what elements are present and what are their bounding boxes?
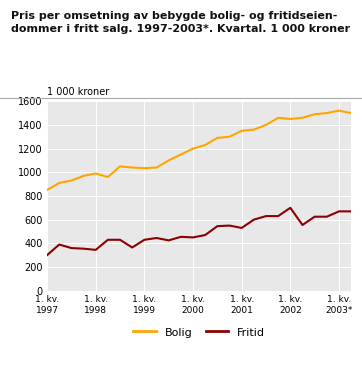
Fritid [203,233,207,237]
Fritid [142,238,147,242]
Fritid [191,235,195,240]
Bolig [312,112,317,116]
Bolig [81,174,86,178]
Fritid [106,238,110,242]
Bolig [45,188,49,192]
Bolig [300,116,305,120]
Fritid [325,215,329,219]
Fritid [240,226,244,230]
Fritid [81,247,86,251]
Fritid [69,246,73,250]
Bolig [325,111,329,115]
Fritid [93,248,98,252]
Fritid [288,206,292,210]
Fritid [215,224,219,229]
Bolig [276,116,280,120]
Fritid [312,215,317,219]
Line: Fritid: Fritid [47,208,351,255]
Bolig [106,175,110,179]
Bolig [93,171,98,176]
Bolig [240,128,244,133]
Bolig [69,178,73,183]
Bolig [227,135,232,139]
Fritid [300,223,305,227]
Bolig [349,111,353,115]
Bolig [142,166,147,170]
Fritid [179,235,183,239]
Bolig [167,158,171,163]
Fritid [118,238,122,242]
Line: Bolig: Bolig [47,111,351,190]
Fritid [154,236,159,240]
Fritid [57,242,62,247]
Bolig [191,146,195,151]
Fritid [130,245,134,250]
Legend: Bolig, Fritid: Bolig, Fritid [129,322,269,342]
Bolig [118,164,122,169]
Fritid [227,223,232,228]
Fritid [252,217,256,222]
Fritid [349,209,353,213]
Fritid [264,214,268,218]
Bolig [252,127,256,132]
Bolig [288,117,292,121]
Bolig [215,136,219,140]
Bolig [337,109,341,113]
Fritid [276,214,280,218]
Fritid [45,253,49,257]
Bolig [203,143,207,147]
Bolig [154,165,159,170]
Text: Pris per omsetning av bebygde bolig- og fritidseien-
dommer i fritt salg. 1997-2: Pris per omsetning av bebygde bolig- og … [11,11,350,34]
Bolig [179,152,183,157]
Text: 1 000 kroner: 1 000 kroner [47,88,109,98]
Bolig [130,165,134,170]
Bolig [57,181,62,185]
Bolig [264,123,268,127]
Fritid [167,238,171,243]
Fritid [337,209,341,213]
